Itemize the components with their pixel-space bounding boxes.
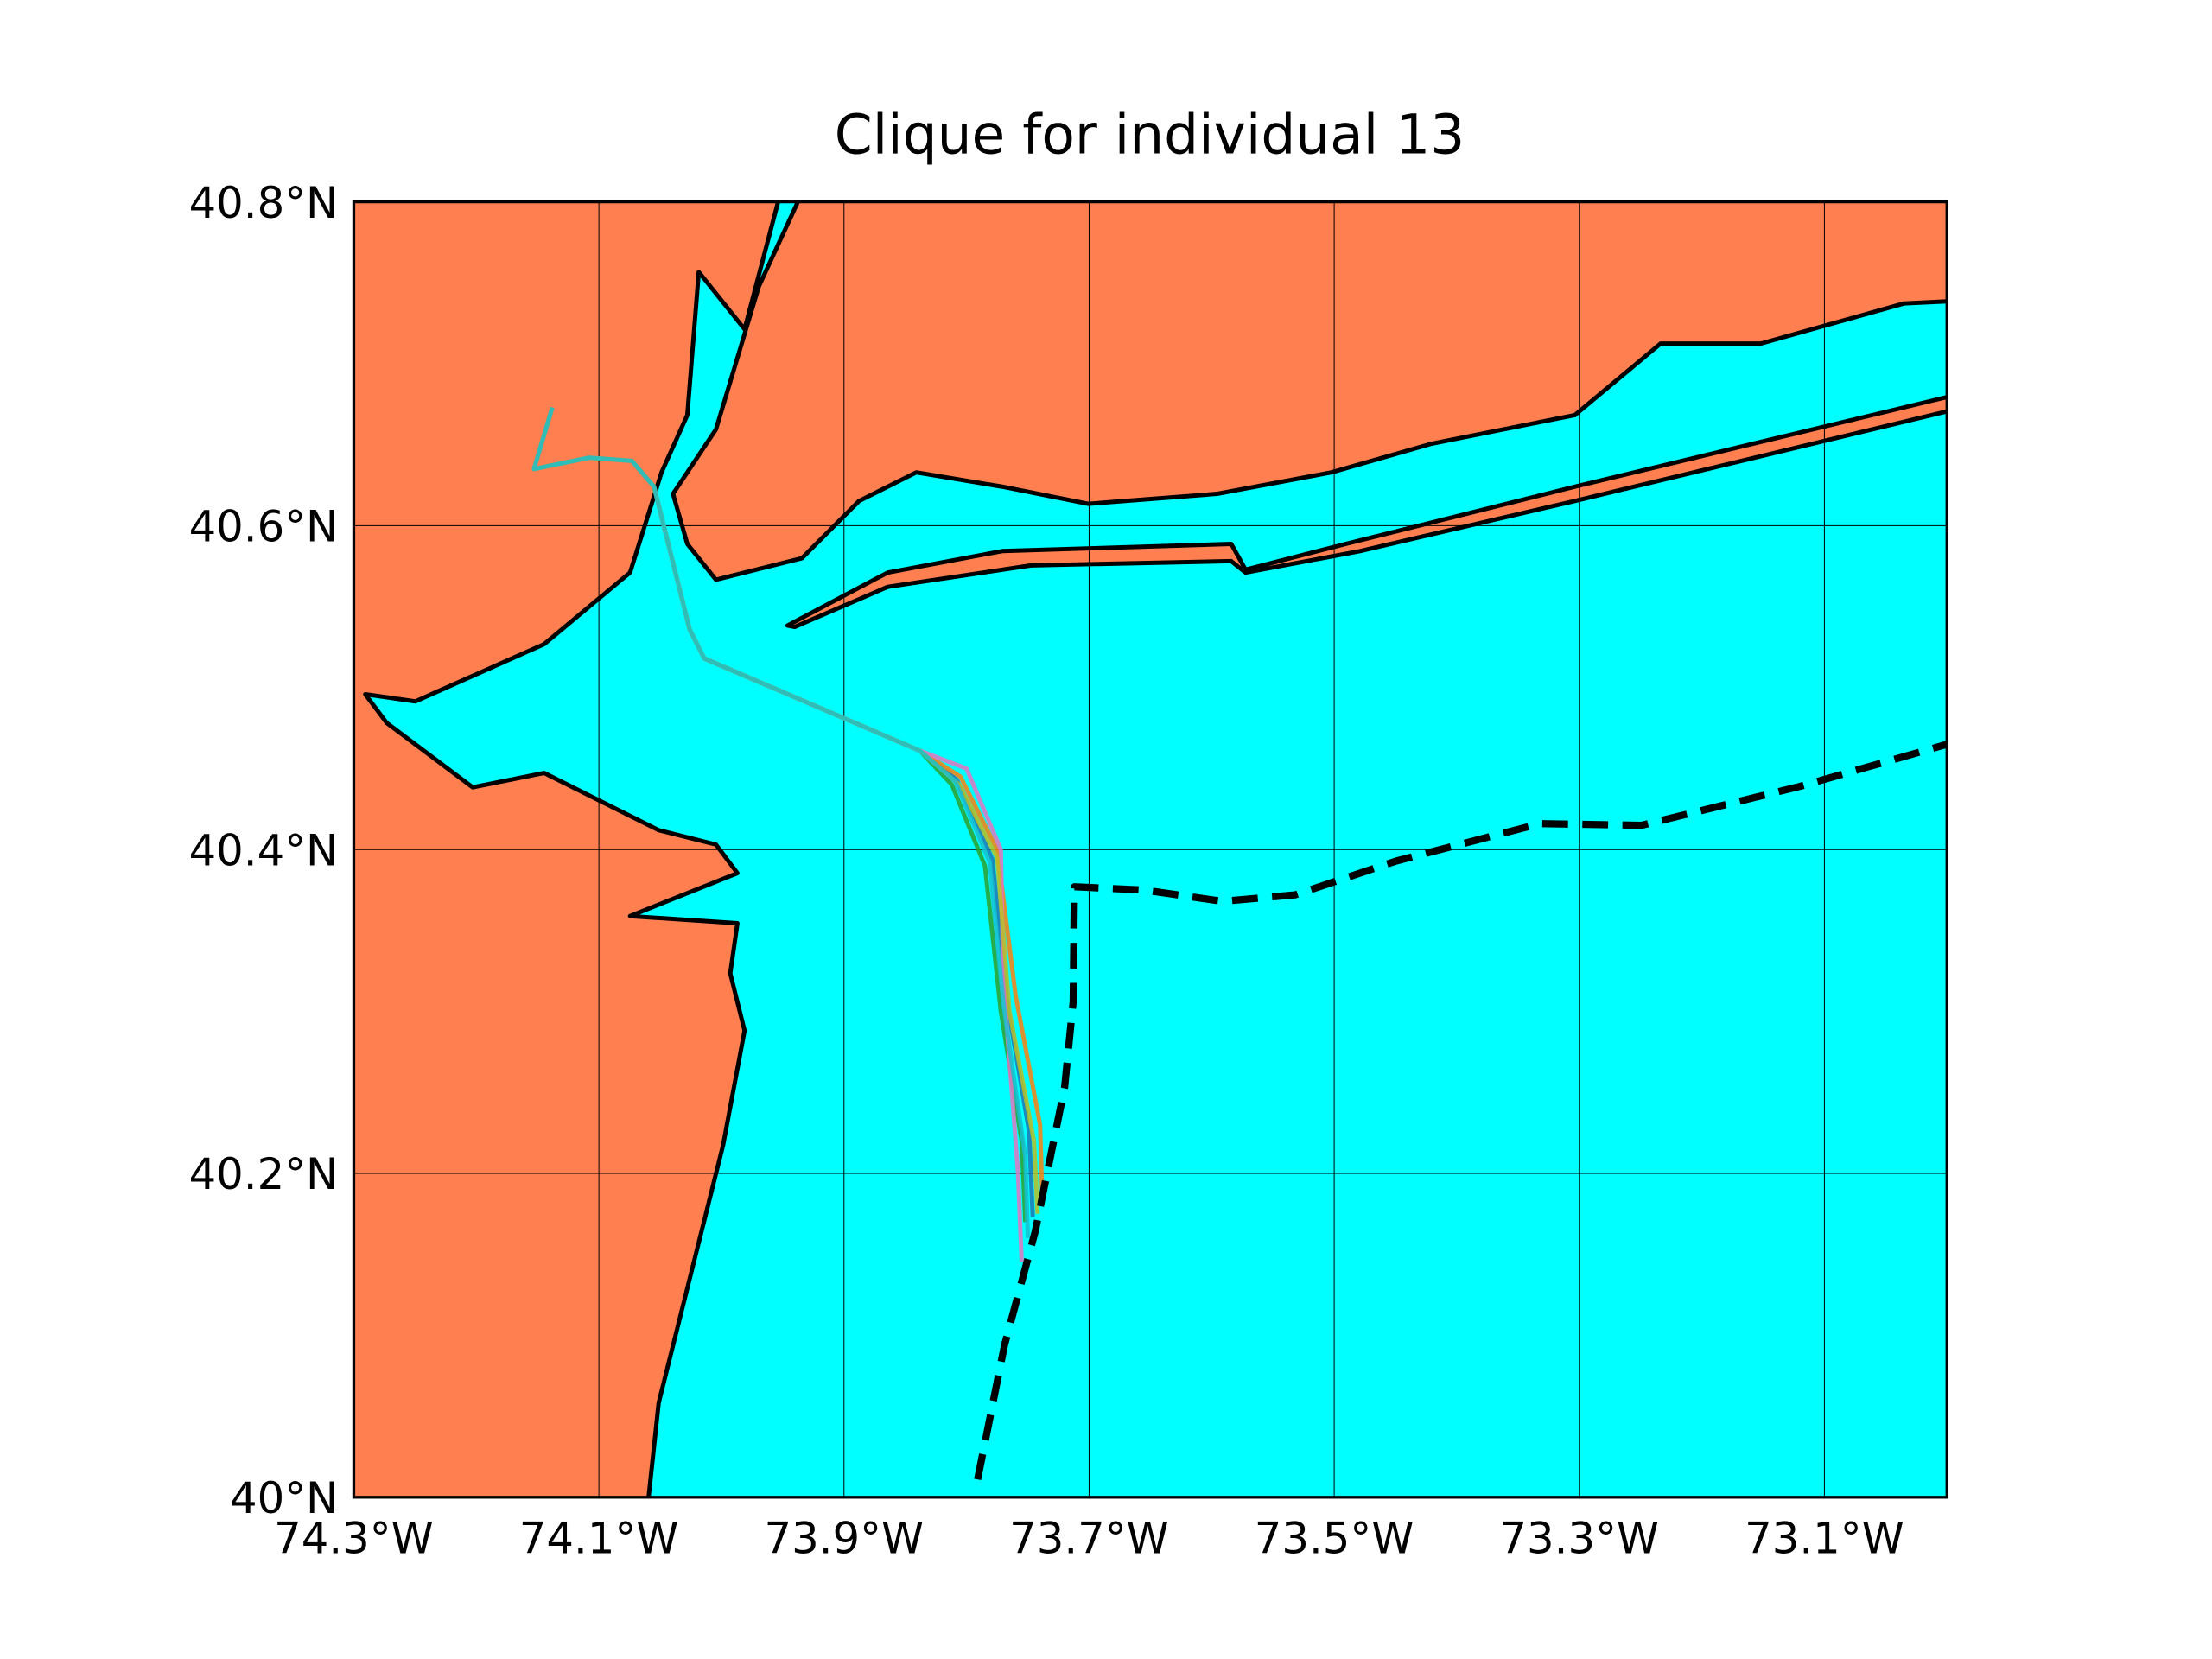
- long-island-coast: [671, 201, 1948, 582]
- x-tick-label: 74.3°W: [274, 1513, 434, 1563]
- y-tick-label: 40.6°N: [189, 502, 339, 552]
- x-tick-label: 73.5°W: [1255, 1513, 1414, 1563]
- x-tick-label: 73.9°W: [764, 1513, 924, 1563]
- track-line: [531, 406, 1031, 1239]
- x-tick-label: 73.7°W: [1009, 1513, 1169, 1563]
- y-tick-label: 40.8°N: [189, 178, 339, 228]
- y-tick-label: 40.4°N: [189, 825, 339, 875]
- chart-title: Clique for individual 13: [835, 103, 1465, 166]
- x-tick-label: 73.1°W: [1745, 1513, 1904, 1563]
- boundary-line: [974, 741, 1948, 1481]
- y-tick-label: 40°N: [230, 1473, 338, 1523]
- axes-frame: [352, 200, 1948, 1499]
- x-tick-label: 73.3°W: [1499, 1513, 1659, 1563]
- y-tick-label: 40.2°N: [189, 1149, 339, 1199]
- x-tick-label: 74.1°W: [519, 1513, 679, 1563]
- barrier-beach-coast: [785, 394, 1948, 630]
